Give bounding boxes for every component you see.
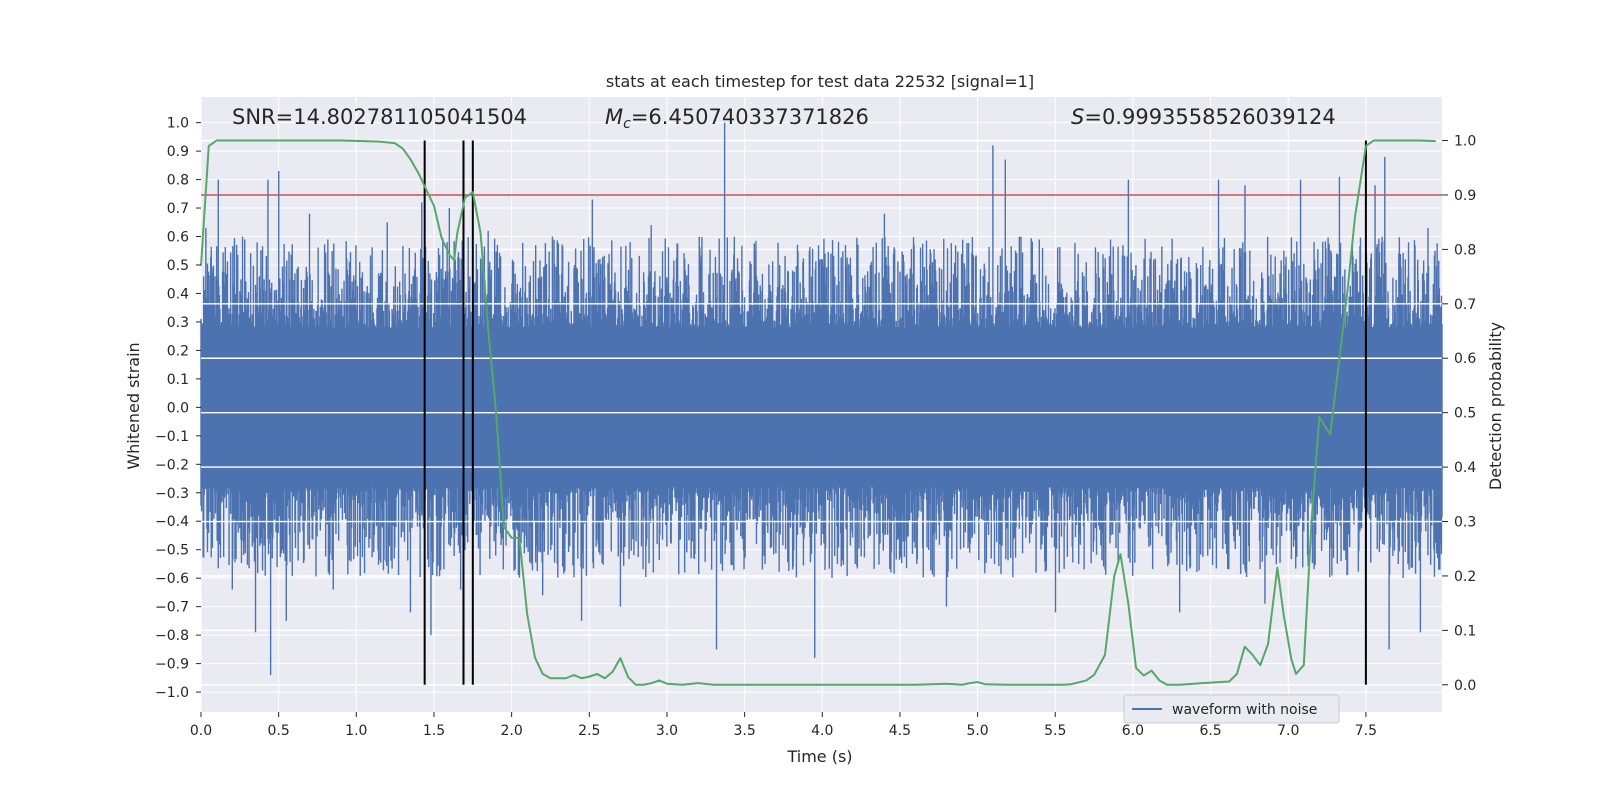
y-right-tick-label: 0.0	[1454, 678, 1476, 694]
y-tick-label: 0.4	[167, 286, 189, 302]
y-tick-label: 0.2	[167, 343, 189, 359]
y-tick-label: −0.3	[155, 486, 189, 502]
score-value: =0.9993558526039124	[1084, 105, 1335, 129]
x-tick-label: 6.5	[1199, 723, 1221, 739]
legend: waveform with noise	[1123, 694, 1340, 724]
chirp-mass-annotation: Mc=6.450740337371826	[605, 105, 869, 132]
y-tick-label: 0.3	[167, 315, 189, 331]
x-tick-label: 5.0	[966, 723, 988, 739]
y-right-tick-label: 0.7	[1454, 297, 1476, 313]
y-tick-label: 0.0	[167, 400, 189, 416]
y-axis-label: Whitened strain	[124, 342, 143, 469]
y-right-tick-label: 0.8	[1454, 242, 1476, 258]
y-right-tick-label: 0.1	[1454, 623, 1476, 639]
chart-title: stats at each timestep for test data 225…	[606, 72, 1034, 91]
x-tick-label: 4.0	[811, 723, 833, 739]
y-right-tick-label: 0.3	[1454, 515, 1476, 531]
y-tick-label: 0.5	[167, 258, 189, 274]
x-axis-label: Time (s)	[786, 747, 852, 766]
y-tick-label: −0.5	[155, 543, 189, 559]
y-tick-label: −0.9	[155, 657, 189, 673]
y-tick-label: 0.7	[167, 201, 189, 217]
x-tick-label: 3.5	[733, 723, 755, 739]
score-symbol: S	[1071, 105, 1084, 129]
waveform-core-band	[201, 327, 1442, 488]
y-tick-label: −0.4	[155, 514, 189, 530]
y-tick-label: −0.7	[155, 600, 189, 616]
x-tick-label: 4.5	[889, 723, 911, 739]
y-tick-label: 0.1	[167, 372, 189, 388]
y-right-tick-label: 0.9	[1454, 188, 1476, 204]
y-right-tick-label: 0.5	[1454, 406, 1476, 422]
chirp-mass-subscript: c	[623, 116, 631, 132]
x-tick-label: 3.0	[656, 723, 678, 739]
y-tick-label: −0.2	[155, 457, 189, 473]
x-tick-label: 6.0	[1122, 723, 1144, 739]
snr-annotation: SNR=14.802781105041504	[232, 105, 527, 129]
y-right-tick-label: 0.6	[1454, 351, 1476, 367]
chirp-mass-value: =6.450740337371826	[631, 105, 869, 129]
y-right-tick-label: 0.4	[1454, 460, 1476, 476]
y-tick-label: −0.1	[155, 429, 189, 445]
score-annotation: S=0.9993558526039124	[1071, 105, 1336, 129]
y-tick-label: −0.6	[155, 571, 189, 587]
legend-label: waveform with noise	[1172, 702, 1317, 718]
x-tick-label: 0.0	[190, 723, 212, 739]
y-tick-label: 1.0	[167, 116, 189, 132]
y-tick-label: 0.9	[167, 144, 189, 160]
x-tick-label: 1.5	[423, 723, 445, 739]
x-tick-label: 5.5	[1044, 723, 1066, 739]
y-tick-label: 0.6	[167, 230, 189, 246]
x-tick-label: 0.5	[268, 723, 290, 739]
y-tick-label: 0.8	[167, 173, 189, 189]
y-tick-label: −0.8	[155, 628, 189, 644]
probability-series	[200, 139, 1436, 686]
chirp-mass-symbol: M	[605, 105, 623, 129]
y-right-tick-label: 0.2	[1454, 569, 1476, 585]
x-tick-label: 7.5	[1355, 723, 1377, 739]
x-tick-label: 2.5	[578, 723, 600, 739]
y-right-tick-label: 1.0	[1454, 134, 1476, 150]
x-tick-label: 2.0	[501, 723, 523, 739]
y-tick-label: −1.0	[155, 685, 189, 701]
x-tick-label: 1.0	[345, 723, 367, 739]
y-axis-right-label: Detection probability	[1486, 322, 1505, 490]
x-tick-label: 7.0	[1277, 723, 1299, 739]
legend-box	[1123, 694, 1340, 724]
